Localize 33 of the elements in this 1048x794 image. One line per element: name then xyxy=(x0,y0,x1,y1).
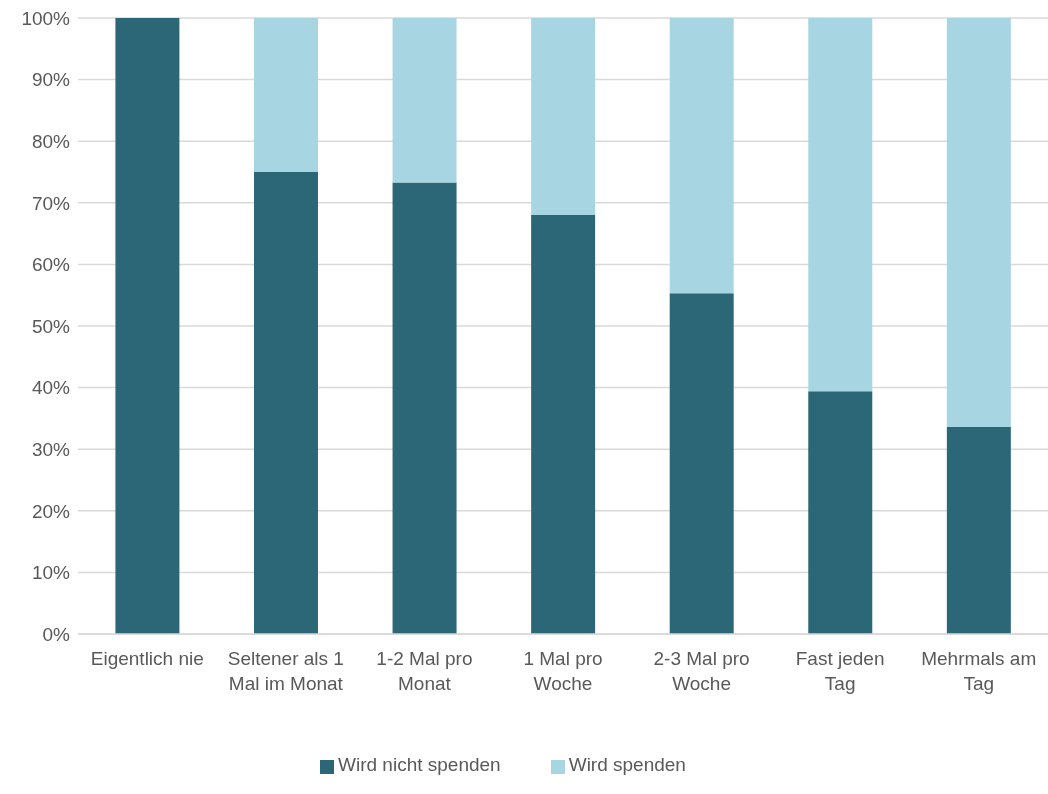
x-tick-label: 1 Mal pro Woche xyxy=(523,648,603,694)
bar xyxy=(392,182,457,634)
x-tick-label: Mehrmals am Tag xyxy=(921,648,1037,694)
bar xyxy=(946,427,1011,634)
y-tick-label: 40% xyxy=(31,377,71,399)
y-tick-label: 10% xyxy=(31,562,71,584)
bar xyxy=(253,18,318,172)
y-tick-label: 30% xyxy=(31,438,71,460)
legend-label: Wird spenden xyxy=(568,754,686,775)
y-tick-label: 70% xyxy=(31,192,71,214)
bar xyxy=(392,18,457,183)
legend-label: Wird nicht spenden xyxy=(338,754,501,775)
bar xyxy=(669,293,734,634)
bar xyxy=(253,172,318,634)
x-tick-label: Seltener als 1 Mal im Monat xyxy=(227,648,344,694)
x-tick-label: Eigentlich nie xyxy=(90,648,204,670)
y-tick-label: 80% xyxy=(31,130,71,152)
y-tick-label: 20% xyxy=(31,500,71,522)
y-tick-label: 90% xyxy=(31,69,71,91)
bar xyxy=(531,18,596,216)
bar xyxy=(669,18,734,294)
x-tick-label: Fast jeden Tag xyxy=(795,648,885,694)
y-tick-label: 60% xyxy=(31,254,71,276)
y-tick-label: 0% xyxy=(42,623,71,645)
y-tick-label: 50% xyxy=(31,315,71,337)
bar xyxy=(946,18,1011,428)
bar xyxy=(808,18,873,392)
bar xyxy=(115,18,180,634)
bar xyxy=(531,215,596,634)
x-tick-label: 2-3 Mal pro Woche xyxy=(653,648,750,694)
y-tick-label: 100% xyxy=(21,7,71,29)
bar xyxy=(808,391,873,634)
x-tick-label: 1-2 Mal pro Monat xyxy=(376,648,473,694)
